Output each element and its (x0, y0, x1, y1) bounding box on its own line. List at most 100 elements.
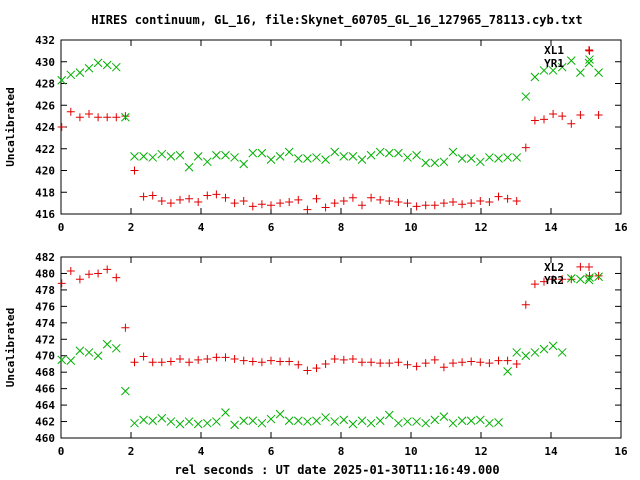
data-point (130, 166, 139, 175)
data-point (566, 56, 576, 66)
plot-panel-2: 0 2 4 6 8 10 12 14 16460462464466468470472474476… (4, 251, 628, 458)
data-point (540, 115, 548, 124)
data-point (321, 359, 330, 368)
data-point (430, 158, 440, 168)
data-point (194, 198, 203, 207)
data-point (103, 113, 112, 122)
y-tick-label: 430 (35, 56, 55, 69)
data-point (339, 355, 348, 364)
data-point (57, 75, 67, 85)
data-point (212, 417, 221, 426)
data-point (549, 109, 558, 118)
data-point (212, 150, 221, 160)
data-point (130, 418, 139, 428)
data-point (166, 357, 175, 366)
data-point (66, 107, 75, 116)
data-point (594, 272, 603, 282)
data-point (357, 416, 367, 426)
legend-marker (585, 46, 593, 54)
data-point (257, 200, 266, 209)
data-point (284, 416, 294, 426)
data-point (358, 358, 366, 367)
data-point (285, 357, 294, 366)
data-point (148, 153, 158, 162)
data-point (512, 153, 522, 162)
y-tick-label: 472 (35, 333, 55, 346)
y-tick-label: 468 (35, 366, 55, 379)
x-tick-label: 14 (544, 221, 558, 234)
x-tick-label: 6 (268, 221, 275, 234)
data-point (376, 359, 385, 368)
data-point (384, 410, 394, 420)
data-point (530, 280, 539, 289)
data-point (566, 274, 576, 283)
x-tick-label: 0 (58, 445, 65, 458)
data-point (512, 359, 521, 368)
data-point (121, 112, 130, 121)
data-point (257, 418, 267, 428)
data-point (475, 415, 485, 425)
data-point (84, 63, 94, 73)
data-point (230, 199, 239, 208)
data-point (439, 199, 448, 208)
data-point (239, 196, 248, 205)
data-point (476, 358, 485, 367)
data-point (367, 193, 376, 202)
data-point (157, 196, 166, 205)
data-point (139, 415, 148, 425)
data-point (421, 359, 430, 368)
data-point (221, 353, 230, 362)
data-point (193, 152, 203, 161)
data-point (121, 323, 130, 332)
data-point (139, 152, 148, 161)
y-tick-label: 424 (35, 121, 55, 134)
data-point (530, 72, 540, 82)
data-point (348, 152, 358, 161)
data-point (521, 351, 531, 361)
x-tick-label: 4 (198, 221, 205, 234)
data-point (276, 199, 285, 208)
data-point (221, 150, 230, 160)
data-point (85, 270, 93, 279)
data-point (576, 274, 585, 284)
data-point (112, 113, 121, 122)
data-point (257, 148, 267, 158)
data-point (121, 112, 130, 122)
data-point (148, 358, 157, 367)
data-point (75, 113, 84, 122)
y-tick-label: 428 (35, 78, 55, 91)
data-point (539, 66, 549, 75)
data-point (139, 192, 148, 201)
data-point (94, 269, 103, 278)
data-point (212, 190, 221, 199)
data-point (585, 55, 594, 64)
data-point (275, 152, 285, 161)
data-point (458, 200, 467, 209)
data-point (166, 199, 175, 208)
data-point (348, 193, 357, 202)
series-XL2 (57, 262, 603, 375)
data-point (130, 152, 139, 161)
data-point (412, 150, 421, 160)
data-point (439, 157, 449, 167)
data-point (84, 348, 94, 357)
data-point (385, 196, 394, 205)
x-tick-label: 2 (128, 445, 135, 458)
data-point (176, 195, 184, 204)
data-point (239, 356, 248, 365)
data-point (303, 366, 312, 375)
data-point (111, 62, 121, 72)
x-tick-label: 6 (268, 445, 275, 458)
data-point (403, 360, 412, 369)
data-point (267, 356, 275, 365)
data-point (403, 199, 412, 208)
plot-frame (60, 39, 622, 215)
data-point (348, 355, 357, 364)
data-point (194, 355, 203, 364)
data-point (485, 198, 494, 207)
data-point (202, 418, 212, 428)
data-point (485, 359, 494, 368)
data-point (166, 417, 176, 426)
y-tick-label: 466 (35, 383, 55, 396)
data-point (230, 153, 239, 162)
